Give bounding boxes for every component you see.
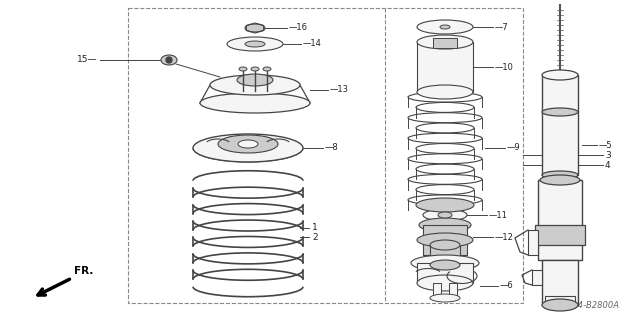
Ellipse shape [419, 218, 471, 232]
Ellipse shape [417, 233, 473, 247]
Text: 3: 3 [605, 151, 611, 160]
Ellipse shape [430, 294, 460, 302]
Ellipse shape [210, 75, 300, 95]
Ellipse shape [263, 67, 271, 71]
Text: 15—: 15— [77, 56, 97, 64]
Ellipse shape [193, 134, 303, 162]
Ellipse shape [245, 41, 265, 47]
Ellipse shape [416, 198, 474, 212]
Text: 2: 2 [312, 233, 317, 241]
Ellipse shape [430, 240, 460, 250]
Ellipse shape [251, 67, 259, 71]
Bar [542, 75, 578, 175]
Bar [535, 225, 585, 245]
Ellipse shape [411, 255, 479, 271]
Text: —8: —8 [325, 144, 339, 152]
Text: —12: —12 [495, 233, 514, 241]
Ellipse shape [430, 260, 460, 270]
Text: —7: —7 [495, 23, 509, 32]
Bar [532, 270, 542, 285]
Text: —11: —11 [489, 211, 508, 219]
Bar [423, 225, 467, 255]
Ellipse shape [417, 20, 473, 34]
Ellipse shape [417, 85, 473, 99]
Text: 1: 1 [312, 224, 317, 233]
Ellipse shape [161, 55, 177, 65]
Ellipse shape [239, 67, 247, 71]
Text: 4: 4 [605, 160, 611, 169]
Bar [542, 260, 578, 305]
Text: —5: —5 [599, 140, 612, 150]
Bar [417, 263, 473, 283]
Circle shape [166, 57, 172, 63]
Text: —13: —13 [330, 85, 349, 94]
Bar [538, 180, 582, 260]
Ellipse shape [423, 209, 467, 221]
Ellipse shape [542, 171, 578, 179]
Bar [433, 283, 441, 298]
Ellipse shape [237, 74, 273, 86]
Ellipse shape [417, 275, 473, 291]
Bar [545, 296, 575, 305]
Ellipse shape [238, 140, 258, 148]
Ellipse shape [542, 108, 578, 116]
Ellipse shape [200, 93, 310, 113]
Bar [417, 42, 473, 92]
Text: —9: —9 [507, 144, 520, 152]
Ellipse shape [542, 299, 578, 311]
Text: FR.: FR. [74, 266, 93, 276]
Text: —16: —16 [289, 24, 308, 33]
Text: —10: —10 [495, 63, 514, 71]
Bar [449, 283, 457, 298]
Bar [128, 8, 523, 303]
Text: SJA4-B2800A: SJA4-B2800A [565, 301, 620, 310]
Ellipse shape [218, 135, 278, 153]
Ellipse shape [417, 35, 473, 49]
Bar [528, 230, 538, 255]
Ellipse shape [440, 25, 450, 29]
Ellipse shape [227, 37, 283, 51]
Bar [433, 38, 457, 48]
Ellipse shape [542, 70, 578, 80]
Bar [430, 245, 460, 265]
Text: —6: —6 [500, 281, 514, 291]
Text: —14: —14 [303, 40, 322, 48]
Ellipse shape [438, 212, 452, 218]
Ellipse shape [245, 24, 265, 32]
Ellipse shape [540, 175, 580, 185]
